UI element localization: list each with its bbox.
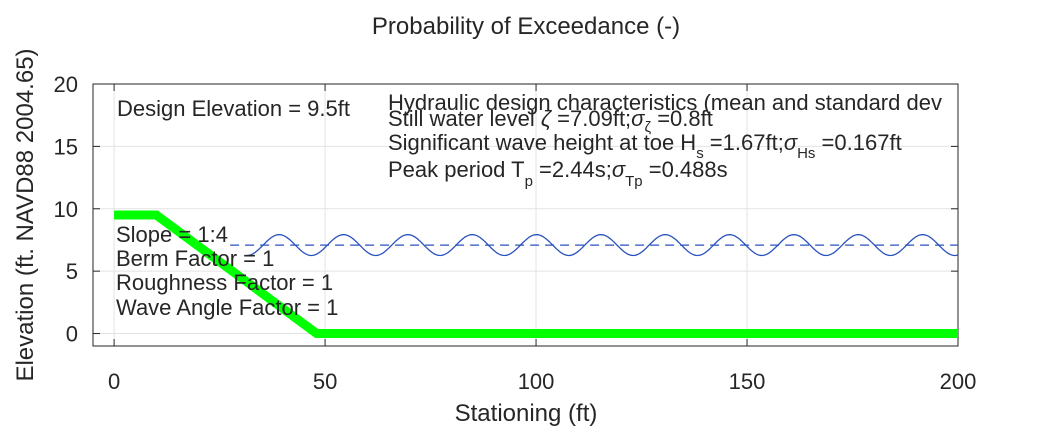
levee-profile-line [114, 210, 958, 338]
roughness-factor-text: Roughness Factor = 1 [116, 270, 333, 295]
chart-title: Probability of Exceedance (-) [372, 13, 680, 40]
design-elevation-text: Design Elevation = 9.5ft [117, 96, 350, 121]
y-axis: 0 5 10 15 20 [54, 72, 958, 347]
peak-period-sub2: Tp [625, 173, 643, 190]
wave-height-sigma: σ [784, 130, 798, 155]
wave-angle-factor-text: Wave Angle Factor = 1 [116, 295, 338, 320]
x-tick-label: 0 [108, 369, 120, 394]
peak-period-suffix: =0.488s [643, 157, 728, 182]
peak-period-text: Peak period Tp =2.44s;σTp =0.488s [388, 157, 728, 190]
y-tick-label: 0 [66, 322, 78, 347]
peak-period-sigma: σ [612, 157, 626, 182]
hydraulic-title-text: Hydraulic design characteristics (mean a… [388, 90, 942, 115]
wave-line [246, 234, 959, 257]
x-tick-label: 150 [729, 369, 766, 394]
still-water-sigma: σ [631, 106, 645, 131]
y-tick-label: 15 [54, 134, 78, 159]
still-water-prefix: Still water level [388, 106, 541, 131]
y-tick-label: 20 [54, 72, 78, 97]
wave-height-suffix: =0.167ft [815, 130, 901, 155]
y-tick-label: 5 [66, 259, 78, 284]
wave-height-mid: =1.67ft; [704, 130, 784, 155]
peak-period-sub1: p [525, 173, 533, 190]
still-water-zeta: ζ [541, 106, 553, 131]
wave-height-text: Significant wave height at toe Hs =1.67f… [388, 130, 902, 162]
series-layer [114, 210, 959, 338]
still-water-mid: =7.09ft; [551, 106, 631, 131]
peak-period-mid: =2.44s; [533, 157, 612, 182]
x-axis-label: Stationing (ft) [455, 400, 598, 427]
wave-height-sub2: Hs [797, 145, 815, 162]
still-water-text: Still water level ζ =7.09ft;σζ =0.8ft [388, 106, 713, 136]
wave-height-sub1: s [696, 145, 704, 162]
y-axis-label: Elevation (ft. NAVD88 2004.65) [12, 48, 39, 381]
berm-factor-text: Berm Factor = 1 [116, 246, 274, 271]
annotations-layer: Design Elevation = 9.5ft Hydraulic desig… [116, 90, 942, 320]
x-tick-label: 200 [940, 369, 977, 394]
x-tick-label: 50 [313, 369, 337, 394]
still-water-suffix: =0.8ft [651, 106, 713, 131]
slope-factor-text: Slope = 1:4 [116, 222, 228, 247]
wave-height-prefix: Significant wave height at toe H [388, 130, 696, 155]
still-water-sub: ζ [644, 119, 651, 136]
plot-area-frame [92, 83, 959, 347]
x-axis: 0 50 100 150 200 [108, 84, 976, 394]
peak-period-prefix: Peak period T [388, 157, 525, 182]
y-tick-label: 10 [54, 197, 78, 222]
x-tick-label: 100 [518, 369, 555, 394]
